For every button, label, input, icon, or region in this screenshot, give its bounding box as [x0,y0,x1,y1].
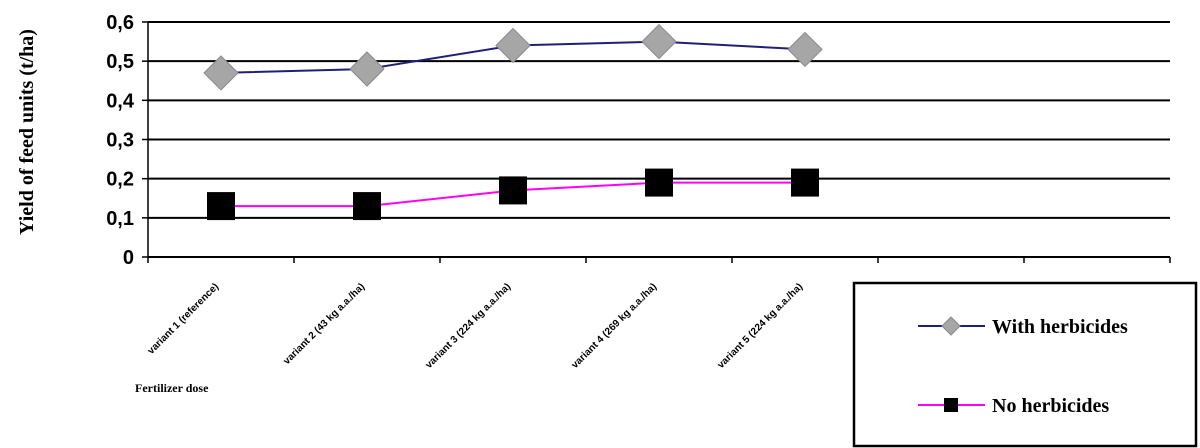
x-tick-label: variant 3 (224 kg a.a./ha) [424,281,514,371]
y-tick-label: 0 [123,247,134,269]
legend-label: No herbicides [992,395,1109,417]
legend-label: With herbicides [992,316,1128,338]
y-tick-label: 0,2 [106,169,134,191]
diamond-point [349,51,385,87]
diamond-point [203,55,239,91]
gridlines [148,21,1170,219]
legend-square-marker [944,398,958,412]
diamond-point [641,23,677,60]
y-tick-label: 0,6 [106,12,134,34]
legend-box [852,281,1198,448]
x-tick-label: variant 4 (269 kg a.a./ha) [570,281,660,371]
y-tick-label: 0,3 [106,130,134,152]
square-point [207,192,235,221]
y-tick-label: 0,4 [106,90,135,112]
x-tick-label: variant 1 (reference) [146,281,221,356]
square-point [353,192,381,221]
x-tick-labels: variant 1 (reference) variant 2 (43 kg a.… [146,281,805,371]
x-tick-label: variant 5 (224 kg a.a./ha) [716,281,806,371]
x-tick-label: variant 2 (43 kg a.a./ha) [282,281,368,367]
x-axis-label: Fertilizer dose [135,381,209,395]
y-axis-label: Yield of feed units (t/ha) [16,29,38,235]
legend-diamond-marker [941,316,961,336]
y-tick-label: 0,1 [106,208,134,230]
diamond-point [495,27,531,64]
legend: With herbicides No herbicides [852,281,1198,448]
square-point [791,168,819,197]
y-tick-label: 0,5 [106,51,134,73]
series [203,23,823,221]
diamond-point [787,31,823,68]
y-tick-labels: 0 0,1 0,2 0,3 0,4 0,5 0,6 [106,12,135,269]
square-point [499,176,527,205]
axes [142,21,1171,263]
square-point [645,168,673,197]
